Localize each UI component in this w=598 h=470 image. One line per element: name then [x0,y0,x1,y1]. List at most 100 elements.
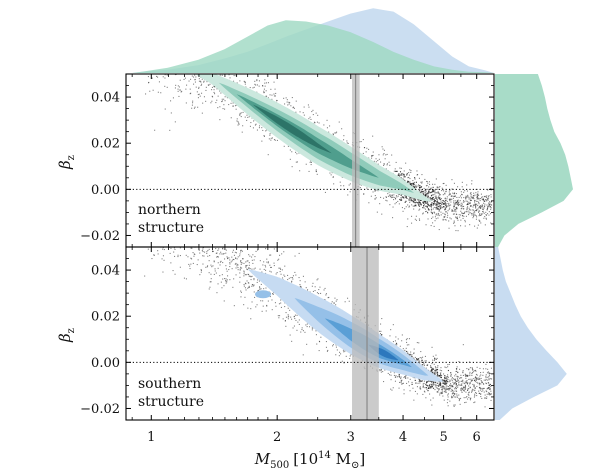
scatter-point [445,376,447,378]
scatter-point [480,214,482,216]
scatter-point [169,129,171,131]
scatter-point [299,286,301,288]
scatter-point [296,153,298,155]
scatter-point [243,275,245,277]
scatter-point [318,350,320,352]
scatter-point [368,148,370,150]
scatter-point [478,387,480,389]
scatter-point [182,238,183,239]
scatter-point [179,89,181,91]
scatter-point [478,210,480,212]
scatter-point [415,201,417,203]
scatter-point [477,200,479,202]
scatter-point [438,193,440,195]
scatter-point [452,210,454,212]
scatter-point [234,251,236,253]
scatter-point [160,92,162,94]
scatter-point [244,296,246,298]
scatter-point [151,77,153,79]
scatter-point [164,67,165,68]
scatter-point [363,193,365,195]
scatter-point [482,205,484,207]
scatter-point [166,86,168,88]
scatter-point [465,195,467,197]
scatter-point [452,192,454,194]
scatter-point [185,59,186,60]
scatter-point [426,202,428,204]
scatter-point [335,344,337,346]
scatter-point [424,201,426,203]
scatter-point [419,357,421,359]
scatter-point [454,382,456,384]
scatter-point [467,203,469,205]
scatter-point [316,121,318,123]
scatter-point [230,117,232,119]
scatter-point [242,125,244,127]
scatter-point [452,213,454,215]
scatter-point [194,81,196,83]
scatter-point [482,208,484,210]
scatter-point [407,181,409,183]
scatter-point [424,387,426,389]
scatter-point [396,170,398,172]
scatter-point [460,214,462,216]
scatter-point [488,386,490,388]
scatter-point [473,402,475,404]
scatter-point [483,207,485,209]
scatter-point [447,394,449,396]
scatter-point [456,217,458,220]
scatter-point [334,297,336,299]
scatter-point [427,218,429,220]
scatter-point [437,373,439,375]
scatter-point [382,148,384,150]
scatter-point [456,216,458,218]
scatter-point [210,273,212,275]
scatter-point [455,380,457,382]
scatter-point [452,197,454,199]
scatter-point [461,377,463,379]
scatter-point [482,197,484,199]
scatter-point [482,371,484,373]
scatter-point [410,351,412,353]
scatter-point [239,281,241,283]
scatter-point [209,286,211,288]
scatter-point [254,296,256,298]
scatter-point [471,197,473,199]
scatter-point [383,149,385,151]
scatter-point [423,187,425,189]
scatter-point [441,206,443,208]
scatter-point [389,196,391,198]
scatter-point [266,305,268,307]
scatter-point [383,381,385,383]
scatter-point [390,371,392,373]
contour-level-4 [252,104,332,154]
scatter-point [400,378,402,380]
scatter-point [458,382,460,384]
scatter-point [206,252,208,254]
scatter-point [213,44,214,45]
scatter-point [243,80,245,82]
scatter-point [418,203,420,206]
scatter-point [343,139,345,141]
scatter-point [163,241,164,242]
scatter-point [224,258,226,260]
scatter-point [480,193,482,195]
scatter-point [177,245,178,246]
scatter-point [470,209,472,211]
scatter-point [471,180,473,182]
scatter-point [332,176,334,178]
scatter-point [189,57,190,58]
scatter-point [488,388,490,390]
scatter-point [430,211,432,213]
scatter-point [452,378,454,380]
scatter-point [440,207,442,209]
scatter-point [231,237,232,238]
scatter-point [443,399,445,401]
scatter-point [224,236,225,237]
scatter-point [283,97,285,99]
scatter-point [447,405,449,407]
scatter-point [251,301,253,303]
scatter-point [146,58,147,59]
scatter-point [363,147,365,149]
scatter-point [400,197,402,199]
